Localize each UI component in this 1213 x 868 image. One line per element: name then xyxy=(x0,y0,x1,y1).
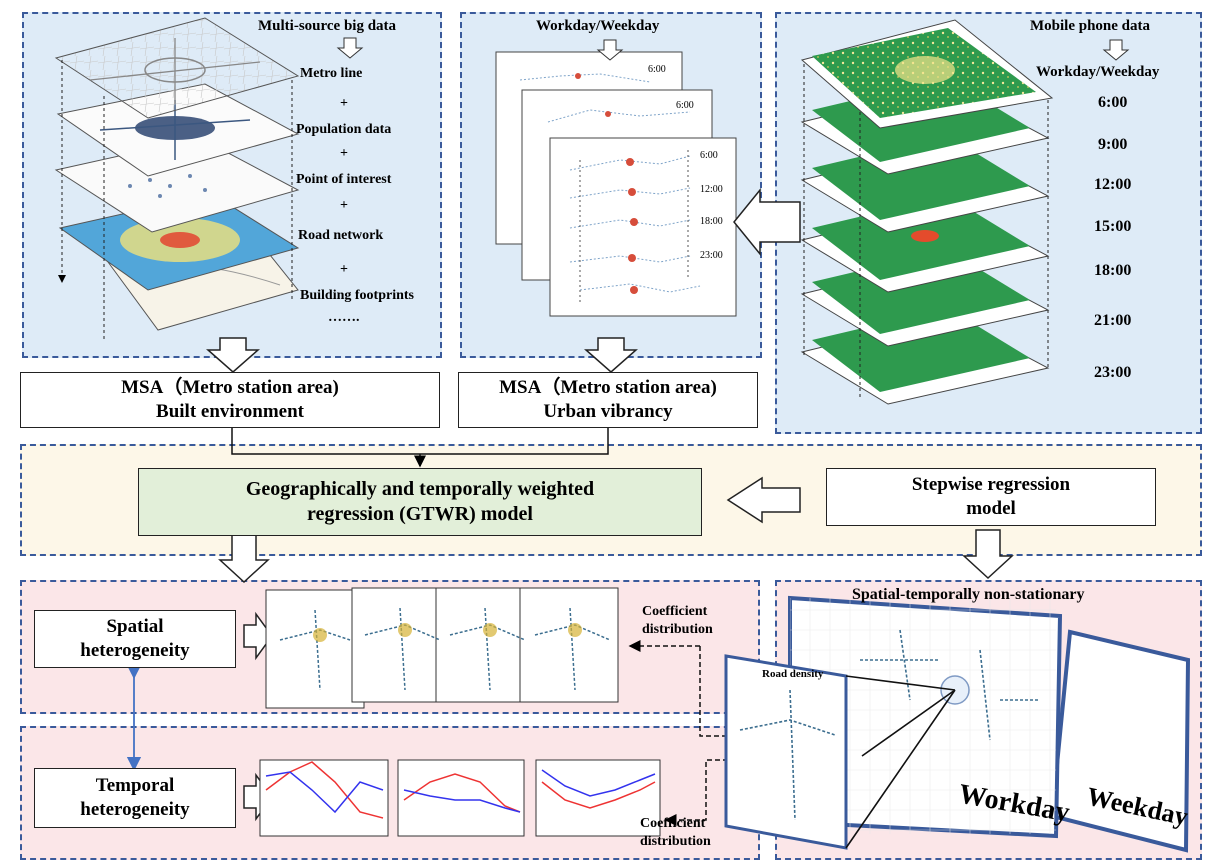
mobile-time-9: 9:00 xyxy=(1098,136,1128,153)
mobile-time-23: 23:00 xyxy=(1094,364,1132,381)
down-arrow-built xyxy=(206,337,260,373)
coef-label-1b: distribution xyxy=(642,622,713,637)
temporal-line1: Temporal xyxy=(95,775,175,797)
built-env-line2: Built environment xyxy=(156,401,304,422)
down-arrow-vibrancy xyxy=(584,337,638,373)
built-env-line1: MSA（Metro station area) xyxy=(121,377,339,399)
stepwise-to-gtwr-arrow xyxy=(726,476,801,524)
chart-time-back: 6:00 xyxy=(648,64,666,75)
multisource-title: Multi-source big data xyxy=(258,18,397,34)
chart-time-mid: 6:00 xyxy=(676,100,694,111)
layer-plus-3: + xyxy=(340,198,348,213)
mobile-layer-stack xyxy=(800,19,1130,405)
coef-label-2b: distribution xyxy=(640,834,711,849)
mobile-subtitle: Workday/Weekday xyxy=(1036,64,1160,80)
mobile-time-18: 18:00 xyxy=(1094,262,1132,279)
gtwr-line2: regression (GTWR) model xyxy=(307,503,533,525)
layer-plus-1: + xyxy=(340,96,348,111)
mobile-time-21: 21:00 xyxy=(1094,312,1132,329)
stepwise-down-arrow xyxy=(962,529,1014,580)
temporal-line2: heterogeneity xyxy=(80,799,190,820)
multisource-layer-stack xyxy=(54,17,364,340)
mobile-time-12: 12:00 xyxy=(1094,176,1132,193)
layer-population: Population data xyxy=(296,122,392,137)
workday-title: Workday/Weekday xyxy=(536,18,660,34)
gtwr-line1: Geographically and temporally weighted xyxy=(245,478,595,500)
layer-road-network: Road network xyxy=(298,228,384,243)
layer-building: Building footprints xyxy=(300,288,414,303)
road-density-label: Road density xyxy=(762,668,824,680)
chart-time-23: 23:00 xyxy=(700,250,723,261)
built-environment-box: MSA（Metro station area) Built environmen… xyxy=(20,372,440,428)
gtwr-model-box: Geographically and temporally weighted r… xyxy=(138,468,702,536)
mobile-time-15: 15:00 xyxy=(1094,218,1132,235)
nonstationary-maps xyxy=(724,595,1191,853)
spatial-line1: Spatial xyxy=(106,616,164,638)
coef-label-1a: Coefficient xyxy=(642,604,708,619)
mobile-to-chart-arrow xyxy=(733,187,801,257)
chart-time-12: 12:00 xyxy=(700,184,723,195)
spatial-map-cards xyxy=(265,587,619,709)
layer-poi: Point of interest xyxy=(296,172,392,187)
workday-chart-stack xyxy=(495,39,737,317)
mobile-time-6: 6:00 xyxy=(1098,94,1128,111)
layer-metro-line: Metro line xyxy=(300,66,363,81)
layer-ellipsis: ……. xyxy=(328,310,360,325)
temporal-heterogeneity-box: Temporal heterogeneity xyxy=(34,768,236,828)
gtwr-down-arrow xyxy=(218,533,270,584)
mobile-title: Mobile phone data xyxy=(1030,18,1151,34)
spatial-line2: heterogeneity xyxy=(80,640,190,661)
stepwise-box: Stepwise regression model xyxy=(826,468,1156,526)
spatial-arrow xyxy=(243,611,273,661)
layer-plus-4: + xyxy=(340,262,348,277)
vibrancy-line1: MSA（Metro station area) xyxy=(499,377,717,399)
vibrancy-line2: Urban vibrancy xyxy=(543,401,673,422)
coef-label-2a: Coefficient xyxy=(640,816,706,831)
nonstationary-title: Spatial-temporally non-stationary xyxy=(852,586,1085,603)
temporal-line-charts xyxy=(259,759,661,837)
layer-plus-2: + xyxy=(340,146,348,161)
stepwise-line2: model xyxy=(966,498,1016,519)
chart-time-6: 6:00 xyxy=(700,150,718,161)
urban-vibrancy-box: MSA（Metro station area) Urban vibrancy xyxy=(458,372,758,428)
chart-time-18: 18:00 xyxy=(700,216,723,227)
stepwise-line1: Stepwise regression xyxy=(911,474,1071,496)
spatial-heterogeneity-box: Spatial heterogeneity xyxy=(34,610,236,668)
